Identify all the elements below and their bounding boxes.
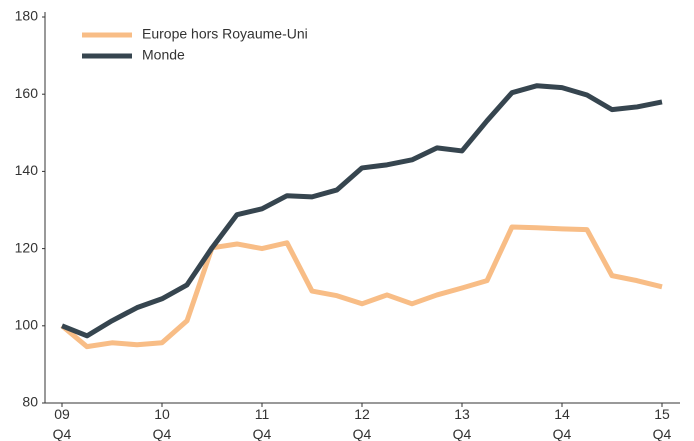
legend-label: Monde <box>142 47 185 63</box>
line-series <box>60 224 663 350</box>
y-tick-label: 180 <box>15 8 39 24</box>
y-tick-label: 120 <box>15 239 39 255</box>
y-tick-label: 80 <box>22 394 38 410</box>
x-tick-label: 15 Q4 <box>652 406 672 441</box>
x-tick-label: 14 Q4 <box>552 406 572 441</box>
x-tick-label: 09 Q4 <box>52 406 72 441</box>
line-series <box>61 83 663 339</box>
x-tick-label: 11 Q4 <box>252 406 272 441</box>
y-tick-label: 140 <box>15 162 39 178</box>
y-tick-label: 160 <box>15 85 39 101</box>
x-tick-label: 12 Q4 <box>352 406 372 441</box>
legend-label: Europe hors Royaume-Uni <box>142 26 308 42</box>
x-tick-label: 13 Q4 <box>452 406 472 441</box>
x-tick-label: 10 Q4 <box>152 406 172 441</box>
y-tick-label: 100 <box>15 317 39 333</box>
